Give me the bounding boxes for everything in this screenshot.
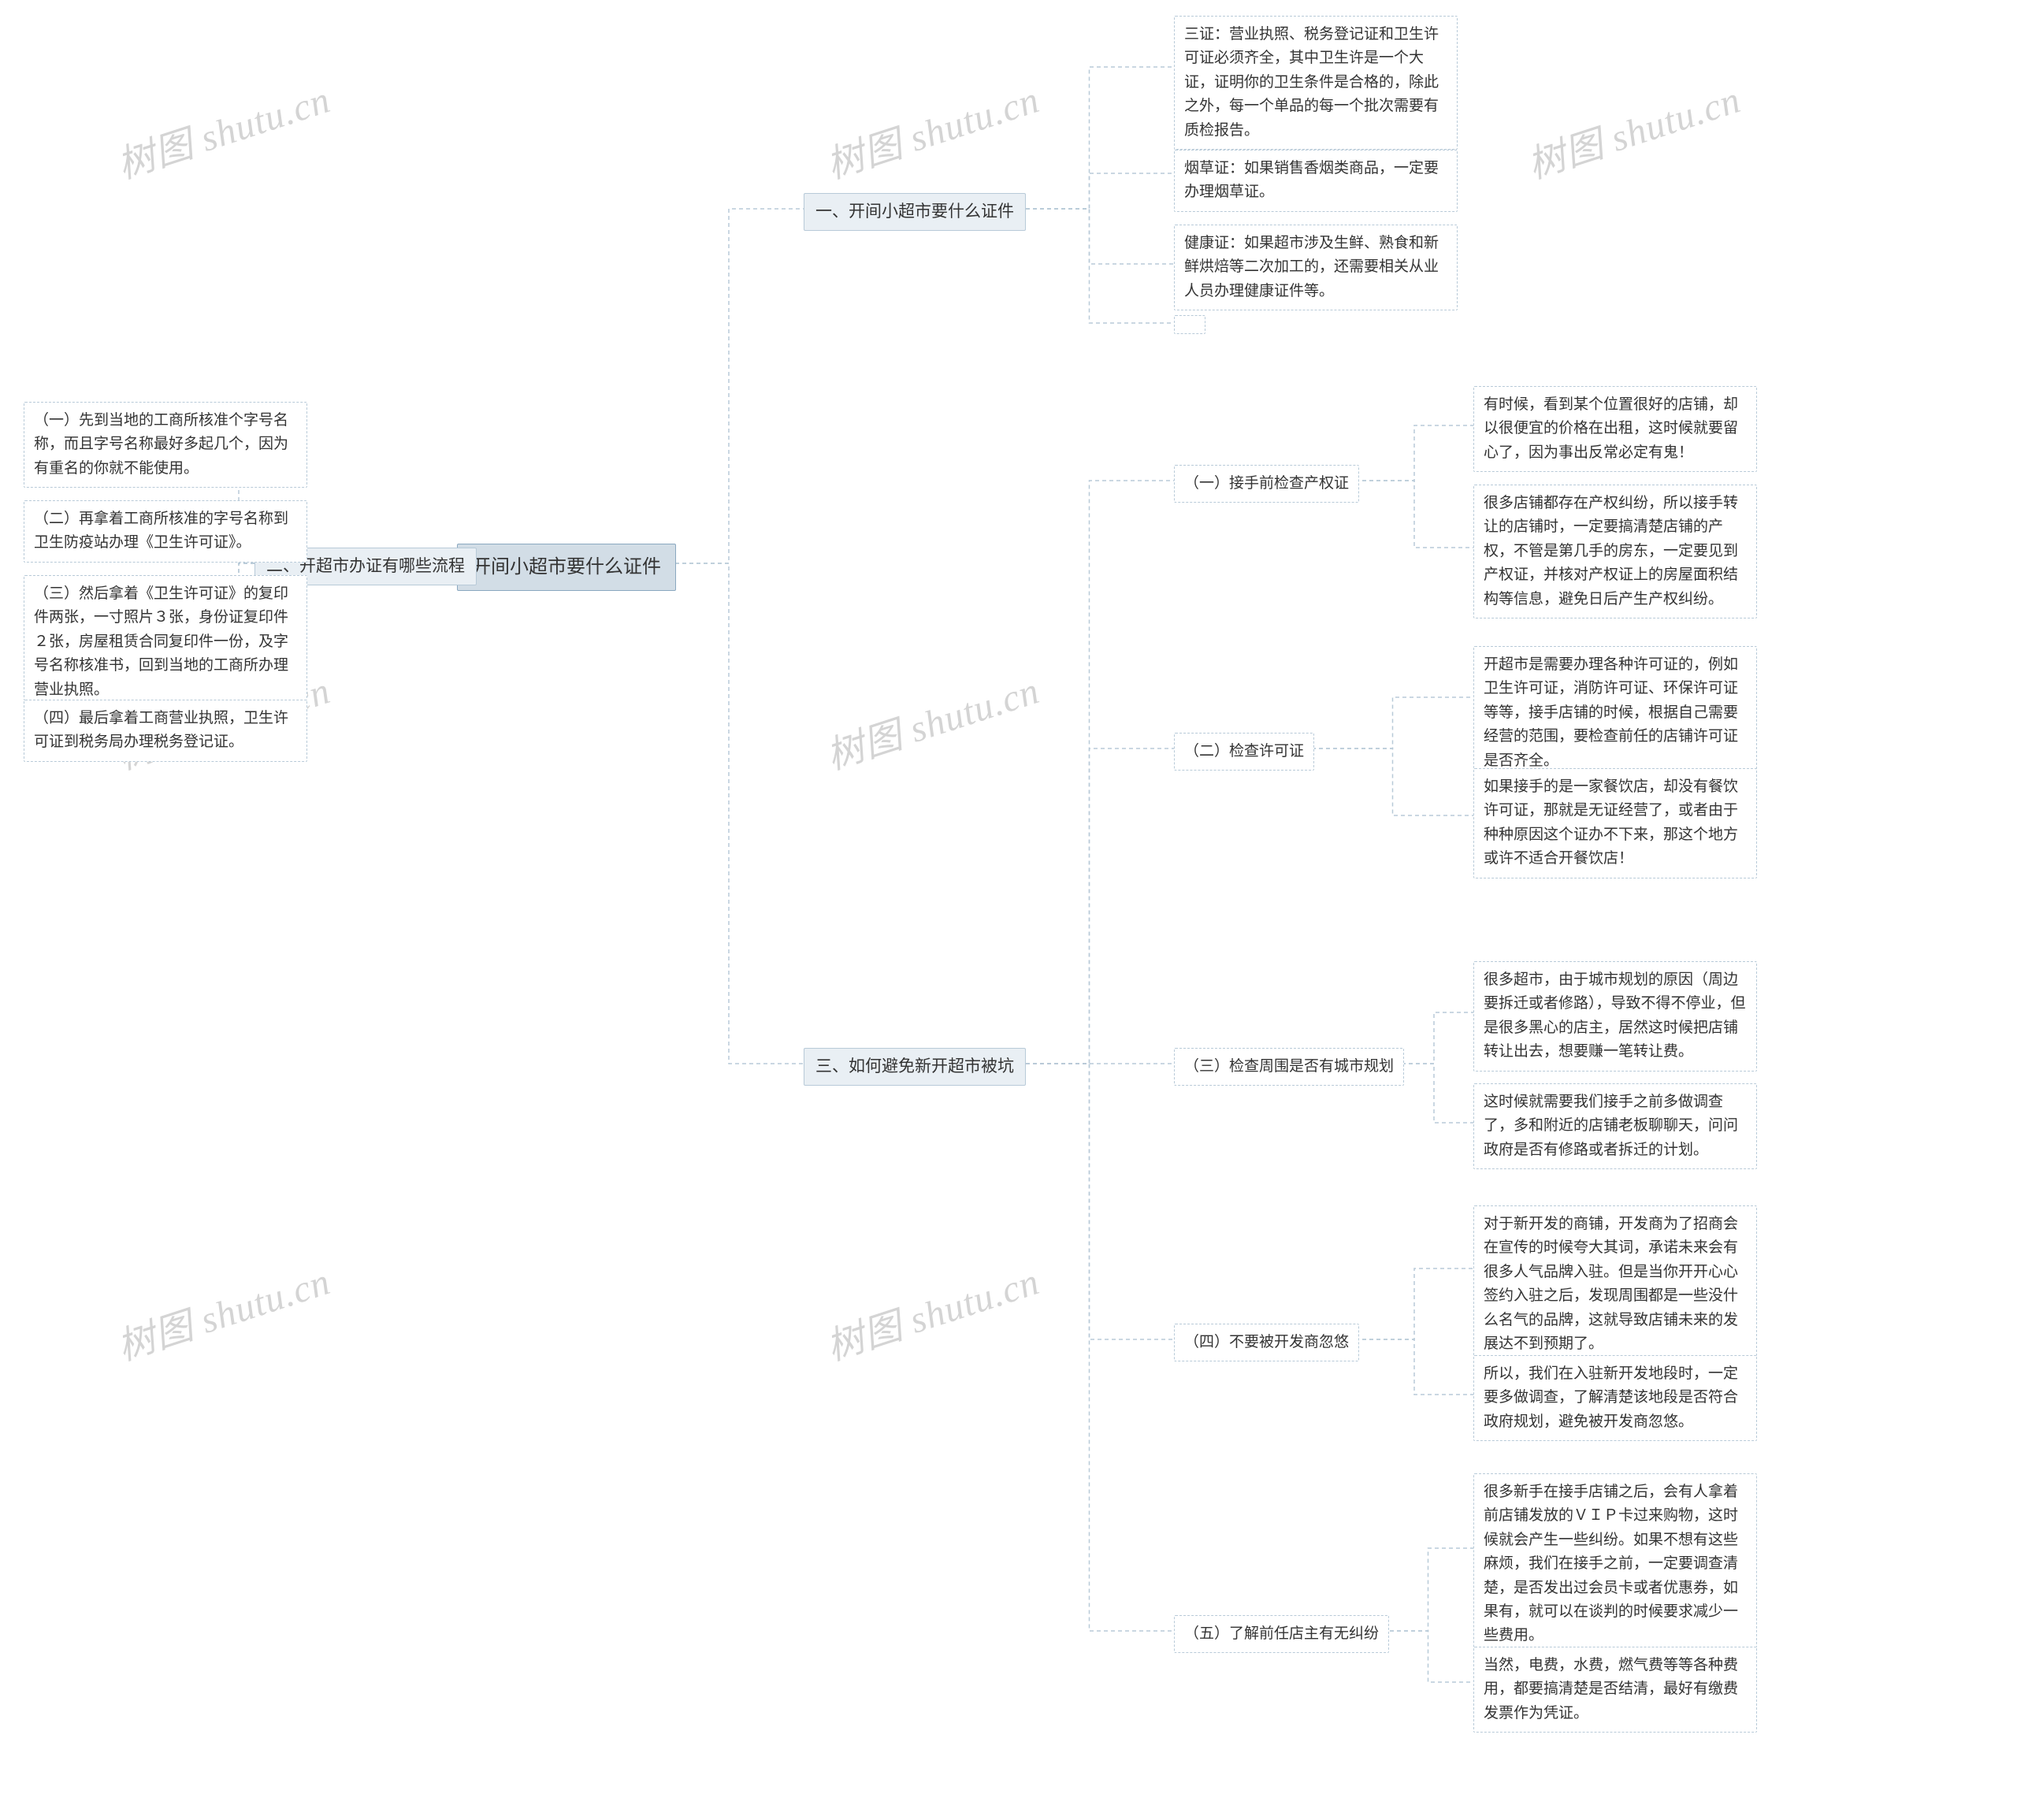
branch-one-leaf: 三证：营业执照、税务登记证和卫生许可证必须齐全，其中卫生许是一个大证，证明你的卫… bbox=[1174, 16, 1458, 150]
branch-two-leaf: （二）再拿着工商所核准的字号名称到卫生防疫站办理《卫生许可证》。 bbox=[24, 500, 307, 563]
watermark: 树图 shutu.cn bbox=[818, 659, 1045, 780]
branch-three-leaf: 很多店铺都存在产权纠纷，所以接手转让的店铺时，一定要搞清楚店铺的产权，不管是第几… bbox=[1473, 485, 1757, 618]
connector bbox=[1395, 1012, 1473, 1064]
branch-one-leaf: 健康证：如果超市涉及生鲜、熟食和新鲜烘焙等二次加工的，还需要相关从业人员办理健康… bbox=[1174, 225, 1458, 310]
connector bbox=[1312, 697, 1473, 748]
branch-one-leaf bbox=[1174, 315, 1205, 334]
connector bbox=[1005, 173, 1174, 209]
connector bbox=[1005, 481, 1174, 1064]
connector bbox=[1383, 1548, 1473, 1631]
branch-three: 三、如何避免新开超市被坑 bbox=[804, 1048, 1026, 1086]
branch-three-leaf: 很多新手在接手店铺之后，会有人拿着前店铺发放的ＶＩＰ卡过来购物，这时候就会产生一… bbox=[1473, 1473, 1757, 1655]
watermark: 树图 shutu.cn bbox=[109, 1250, 336, 1371]
connector bbox=[1005, 1064, 1174, 1339]
mindmap-root: 开间小超市要什么证件 bbox=[457, 544, 676, 591]
connector bbox=[1355, 425, 1473, 481]
connector bbox=[1395, 1064, 1473, 1123]
branch-three-sub: （四）不要被开发商忽悠 bbox=[1174, 1324, 1359, 1361]
watermark: 树图 shutu.cn bbox=[818, 69, 1045, 189]
branch-three-leaf: 有时候，看到某个位置很好的店铺，却以很便宜的价格在出租，这时候就要留心了，因为事… bbox=[1473, 386, 1757, 472]
branch-three-sub: （二）检查许可证 bbox=[1174, 733, 1314, 771]
branch-three-leaf: 对于新开发的商铺，开发商为了招商会在宣传的时候夸大其词，承诺未来会有很多人气品牌… bbox=[1473, 1205, 1757, 1363]
connector bbox=[1005, 209, 1174, 323]
branch-three-sub: （五）了解前任店主有无纠纷 bbox=[1174, 1615, 1389, 1653]
branch-one: 一、开间小超市要什么证件 bbox=[804, 193, 1026, 231]
connector bbox=[1355, 1339, 1473, 1395]
watermark: 树图 shutu.cn bbox=[1519, 69, 1746, 189]
connector bbox=[1355, 481, 1473, 548]
branch-three-leaf: 开超市是需要办理各种许可证的，例如卫生许可证，消防许可证、环保许可证等等，接手店… bbox=[1473, 646, 1757, 780]
branch-two-leaf: （一）先到当地的工商所核准个字号名称，而且字号名称最好多起几个，因为有重名的你就… bbox=[24, 402, 307, 488]
connector bbox=[1005, 67, 1174, 209]
branch-three-leaf: 很多超市，由于城市规划的原因（周边要拆迁或者修路），导致不得不停业，但是很多黑心… bbox=[1473, 961, 1757, 1072]
connector bbox=[654, 209, 804, 563]
branch-one-leaf: 烟草证：如果销售香烟类商品，一定要办理烟草证。 bbox=[1174, 150, 1458, 212]
branch-two-leaf: （三）然后拿着《卫生许可证》的复印件两张，一寸照片３张，身份证复印件２张，房屋租… bbox=[24, 575, 307, 709]
connector bbox=[1005, 748, 1174, 1064]
watermark: 树图 shutu.cn bbox=[109, 69, 336, 189]
connector bbox=[1355, 1268, 1473, 1339]
branch-three-leaf: 这时候就需要我们接手之前多做调查了，多和附近的店铺老板聊聊天，问问政府是否有修路… bbox=[1473, 1083, 1757, 1169]
branch-three-sub: （一）接手前检查产权证 bbox=[1174, 465, 1359, 503]
watermark: 树图 shutu.cn bbox=[818, 1250, 1045, 1371]
branch-three-leaf: 当然，电费，水费，燃气费等等各种费用，都要搞清楚是否结清，最好有缴费发票作为凭证… bbox=[1473, 1647, 1757, 1733]
connector bbox=[1005, 1064, 1174, 1631]
connector bbox=[1312, 748, 1473, 815]
connector bbox=[1005, 209, 1174, 264]
connector bbox=[1383, 1631, 1473, 1682]
branch-two-leaf: （四）最后拿着工商营业执照，卫生许可证到税务局办理税务登记证。 bbox=[24, 700, 307, 762]
connector bbox=[654, 563, 804, 1064]
branch-three-leaf: 如果接手的是一家餐饮店，却没有餐饮许可证，那就是无证经营了，或者由于种种原因这个… bbox=[1473, 768, 1757, 878]
branch-three-sub: （三）检查周围是否有城市规划 bbox=[1174, 1048, 1404, 1086]
branch-three-leaf: 所以，我们在入驻新开发地段时，一定要多做调查，了解清楚该地段是否符合政府规划，避… bbox=[1473, 1355, 1757, 1441]
